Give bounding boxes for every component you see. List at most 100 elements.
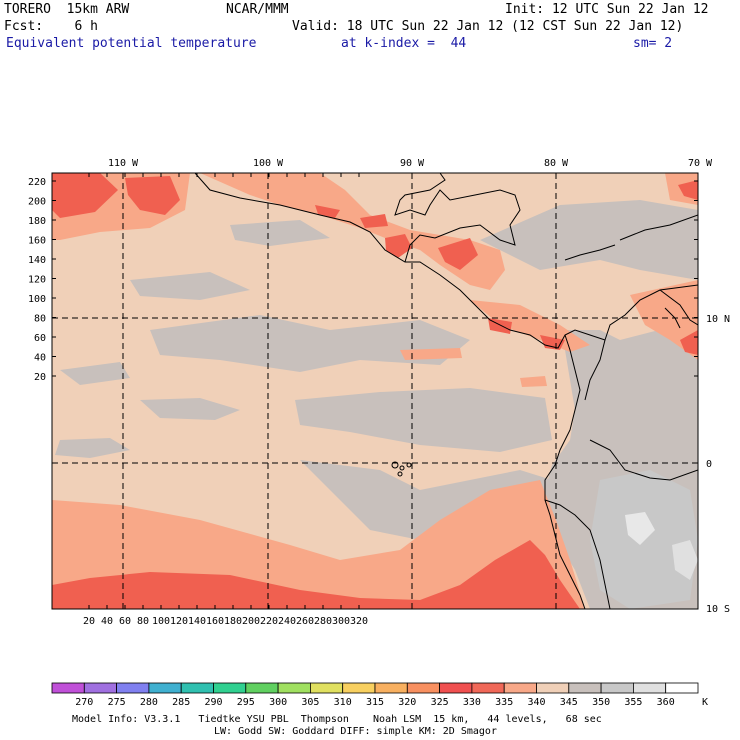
y-tick-label: 200	[28, 197, 46, 208]
y-tick-label: 20	[34, 372, 46, 383]
y-tick-label: 80	[34, 314, 46, 325]
x-tick-label: 160	[206, 616, 224, 627]
colorbar-level-label: 290	[204, 697, 222, 708]
colorbar-level-label: 275	[108, 697, 126, 708]
x-tick-label: 60	[119, 616, 131, 627]
colorbar-swatch	[406, 682, 440, 694]
x-tick-label: 120	[170, 616, 188, 627]
x-tick-label: 280	[314, 616, 332, 627]
colorbar-level-label: 325	[431, 697, 449, 708]
y-tick-label: 180	[28, 216, 46, 227]
colorbar-swatch	[536, 682, 570, 694]
latlon-grid	[52, 173, 698, 609]
colorbar-swatch	[277, 682, 311, 694]
lat-label-10n: 10 N	[706, 314, 730, 325]
x-tick-label: 240	[278, 616, 296, 627]
colorbar-level-label: 330	[463, 697, 481, 708]
theta-e-field	[52, 173, 698, 609]
andes-high	[625, 512, 655, 545]
level-info: at k-index = 44	[341, 36, 467, 51]
colorbar-swatch	[180, 682, 214, 694]
y-tick-label: 40	[34, 353, 46, 364]
colorbar-level-label: 320	[398, 697, 416, 708]
lat-label-10s: 10 S	[706, 604, 730, 615]
x-tick-label: 140	[188, 616, 206, 627]
colorbar-swatch	[600, 682, 634, 694]
lon-label-100w: 100 W	[253, 158, 284, 169]
y-tick-label: 100	[28, 294, 46, 305]
colorbar-swatch	[83, 682, 118, 694]
x-tick-label: 260	[296, 616, 314, 627]
colorbar-level-label: 345	[560, 697, 578, 708]
colorbar-labels: 270 275 280 285 290 295 300 305 310 315 320 325 330 3…	[75, 697, 674, 708]
y-tick-labels: 220 200 180 160 140 120 100 80 60 40 20	[28, 177, 46, 383]
colorbar-level-label: 360	[657, 697, 675, 708]
valid-time: Valid: 18 UTC Sun 22 Jan 12 (12 CST Sun …	[292, 19, 684, 34]
galapagos-islands	[391, 461, 412, 477]
colorbar-level-label: 280	[140, 697, 158, 708]
colorbar-level-label: 270	[75, 697, 93, 708]
colorbar-swatches	[51, 682, 699, 694]
colorbar-swatch	[342, 682, 376, 694]
colorbar-level-label: 315	[366, 697, 384, 708]
x-tick-label: 40	[101, 616, 113, 627]
lat-label-0: 0	[706, 459, 712, 470]
lon-label-80w: 80 W	[544, 158, 569, 169]
lon-label-110w: 110 W	[108, 158, 139, 169]
colorbar-swatch	[503, 682, 537, 694]
colorbar-swatch	[665, 682, 699, 694]
colorbar-swatch	[568, 682, 602, 694]
colorbar-level-label: 285	[172, 697, 190, 708]
red-patches-north	[52, 173, 698, 355]
forecast-hour: Fcst: 6 h	[4, 19, 98, 34]
y-tick-label: 220	[28, 177, 46, 188]
colorbar-level-label: 305	[301, 697, 319, 708]
lon-label-90w: 90 W	[400, 158, 425, 169]
colorbar-swatch	[374, 682, 408, 694]
colorbar-unit: K	[702, 697, 708, 708]
colorbar-swatch	[116, 682, 150, 694]
init-time: Init: 12 UTC Sun 22 Jan 12	[505, 2, 709, 17]
y-tick-label: 120	[28, 275, 46, 286]
x-tick-label: 80	[137, 616, 149, 627]
x-tick-label: 100	[152, 616, 170, 627]
smoothing-info: sm= 2	[633, 36, 673, 51]
colorbar-level-label: 335	[495, 697, 513, 708]
colorbar-level-label: 340	[527, 697, 545, 708]
colorbar-swatch	[51, 682, 85, 694]
colorbar-swatch	[633, 682, 667, 694]
colorbar-swatch	[245, 682, 279, 694]
x-tick-label: 20	[83, 616, 95, 627]
x-tick-label: 180	[224, 616, 242, 627]
x-tick-label: 320	[350, 616, 368, 627]
grey-patches	[55, 200, 698, 540]
colorbar-level-label: 355	[624, 697, 642, 708]
field-name: Equivalent potential temperature	[6, 36, 257, 51]
colorbar-swatch	[213, 682, 247, 694]
model-info-line2: LW: Godd SW: Goddard DIFF: simple KM: 2D…	[214, 726, 497, 737]
colorbar-level-label: 310	[334, 697, 352, 708]
model-info-line1: Model Info: V3.3.1 Tiedtke YSU PBL Thomp…	[72, 714, 602, 725]
colorbar-swatch	[471, 682, 505, 694]
colorbar-swatch	[148, 682, 182, 694]
coastlines	[194, 173, 698, 609]
colorbar-swatch	[439, 682, 473, 694]
colorbar-swatch	[309, 682, 344, 694]
center-name: NCAR/MMM	[226, 2, 289, 17]
colorbar-level-label: 350	[592, 697, 610, 708]
red-band-south	[52, 540, 580, 609]
y-tick-label: 160	[28, 236, 46, 247]
model-name: TORERO 15km ARW	[4, 2, 130, 17]
x-tick-label: 300	[332, 616, 350, 627]
colorbar-level-label: 295	[237, 697, 255, 708]
y-tick-label: 140	[28, 255, 46, 266]
lon-label-70w: 70 W	[688, 158, 713, 169]
x-tick-labels: 20 40 60 80 100 120 140 160 180 200 220 240 260 280 30…	[83, 616, 368, 627]
y-tick-label: 60	[34, 333, 46, 344]
axis-ticks	[52, 173, 698, 609]
andes-high-2	[672, 540, 698, 580]
x-tick-label: 200	[242, 616, 260, 627]
colorbar-level-label: 300	[269, 697, 287, 708]
